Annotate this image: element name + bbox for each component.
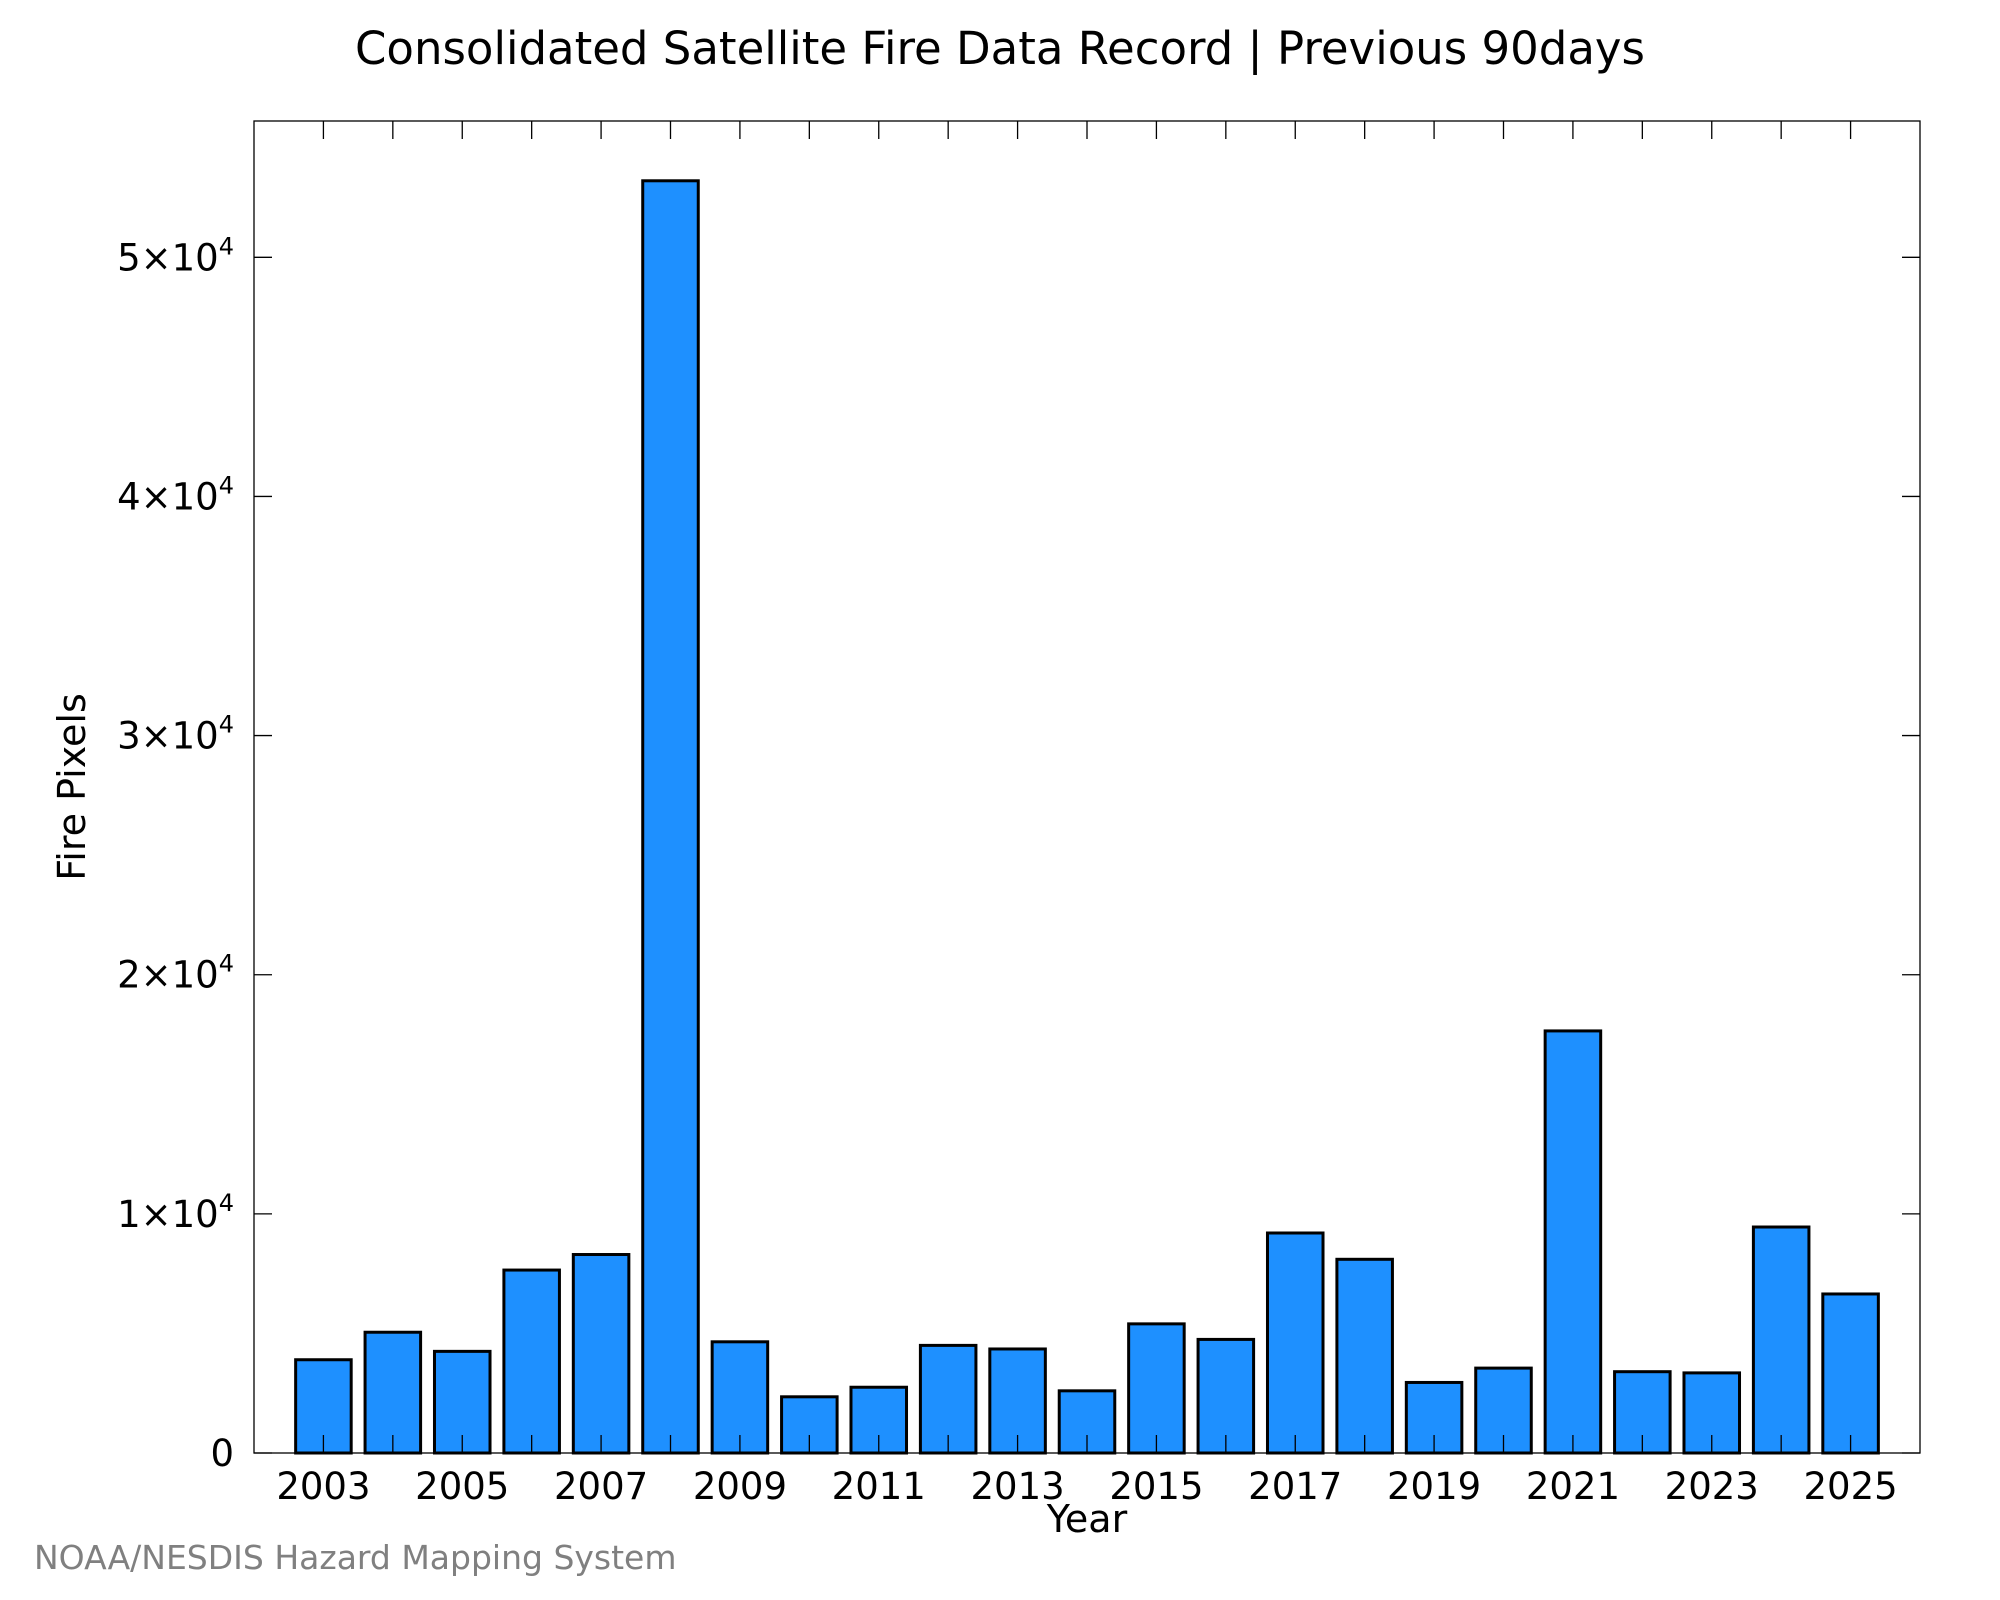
x-tick-label-2023: 2023	[1665, 1465, 1759, 1508]
x-tick-label-2013: 2013	[970, 1465, 1064, 1508]
bar-2004	[363, 1330, 423, 1455]
bar-2014	[1057, 1389, 1117, 1455]
x-tick-label-2021: 2021	[1526, 1465, 1620, 1508]
x-tick-label-2009: 2009	[693, 1465, 787, 1508]
x-tick-label-2017: 2017	[1248, 1465, 1342, 1508]
y-tick-label-0: 0	[210, 1432, 234, 1475]
x-tick-label-2011: 2011	[832, 1465, 926, 1508]
bar-2009	[710, 1340, 770, 1455]
x-tick-label-2019: 2019	[1387, 1465, 1481, 1508]
ticks-group	[254, 121, 1920, 1454]
bar-2021	[1543, 1029, 1603, 1455]
x-tick-label-2025: 2025	[1803, 1465, 1897, 1508]
x-tick-labels: 2003 2005 2007 2009 2011 2013 2015 2017 2019 2021…	[276, 1465, 1897, 1508]
y-tick-label-20000: 2×104	[117, 950, 234, 997]
x-tick-label-2005: 2005	[415, 1465, 509, 1508]
credit-text: NOAA/NESDIS Hazard Mapping System	[34, 1538, 677, 1577]
x-tick-label-2003: 2003	[276, 1465, 370, 1508]
bar-2025	[1821, 1292, 1880, 1455]
bar-2007	[571, 1253, 631, 1455]
x-tick-label-2015: 2015	[1109, 1465, 1203, 1508]
bars-group	[294, 179, 1880, 1455]
y-tick-label-30000: 3×104	[117, 711, 234, 758]
y-tick-label-10000: 1×104	[117, 1189, 234, 1236]
bar-2016	[1196, 1337, 1256, 1455]
y-axis-label: Fire Pixels	[50, 693, 94, 881]
bar-2017	[1265, 1231, 1325, 1455]
bar-2006	[502, 1268, 561, 1455]
bar-2018	[1335, 1257, 1394, 1455]
x-axis-label: Year	[1046, 1497, 1128, 1541]
bar-2008	[641, 179, 700, 1455]
y-tick-label-50000: 5×104	[117, 232, 234, 279]
y-tick-labels: 0 1×104 2×104 3×104 4×104 5×104	[117, 232, 234, 1475]
y-tick-label-40000: 4×104	[117, 471, 234, 518]
bar-2024	[1751, 1225, 1811, 1455]
plot-frame	[253, 120, 1921, 1454]
chart-title: Consolidated Satellite Fire Data Record …	[355, 22, 1645, 75]
x-tick-label-2007: 2007	[554, 1465, 648, 1508]
bar-2015	[1127, 1322, 1186, 1455]
